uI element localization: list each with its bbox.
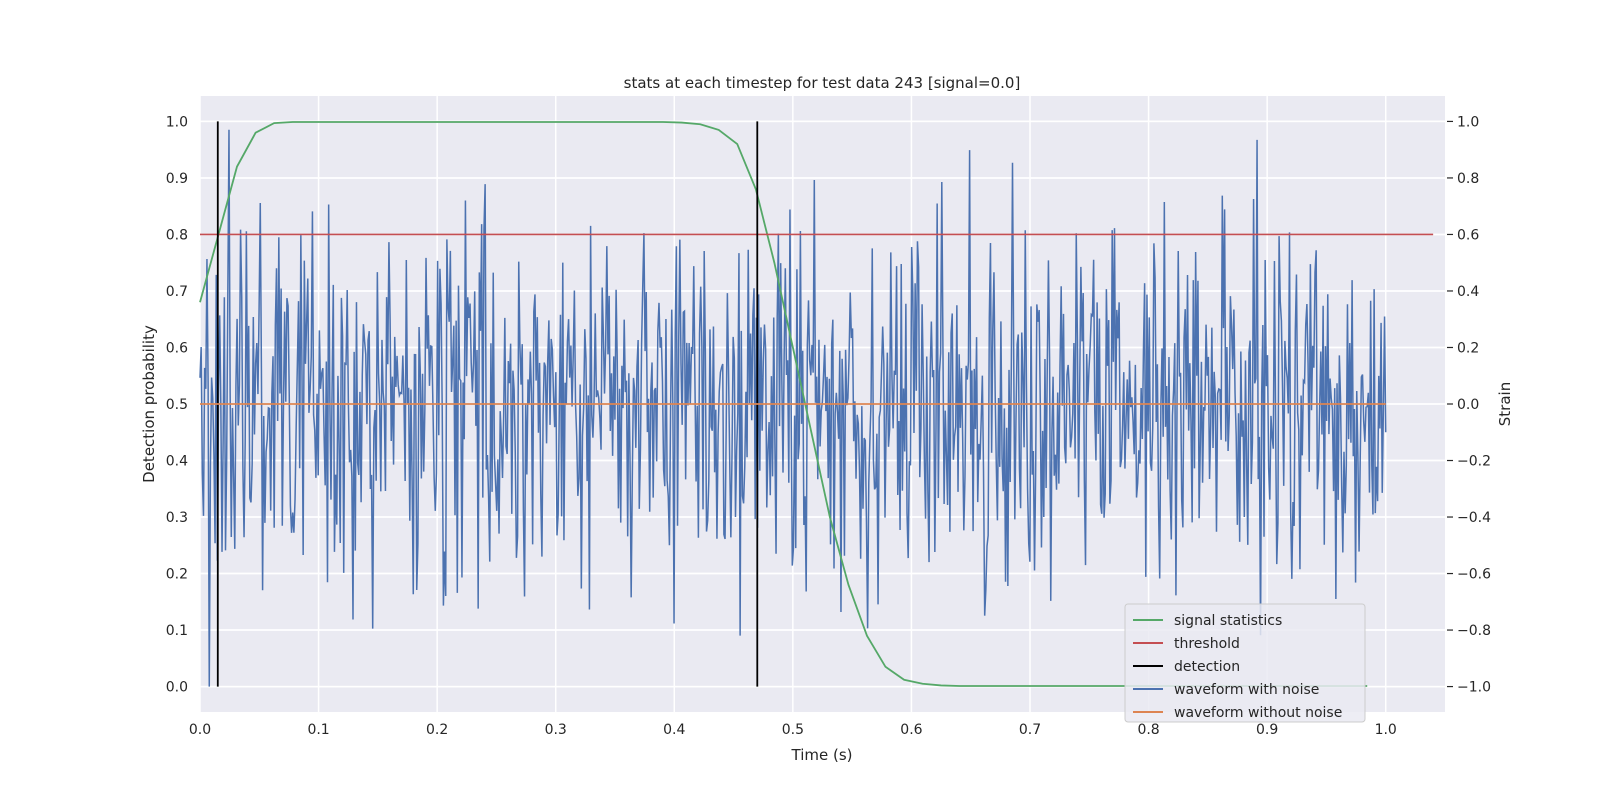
right-tick-label: 1.0 bbox=[1457, 114, 1479, 130]
right-axis-title: Strain bbox=[1496, 382, 1514, 426]
x-tick-label: 0.4 bbox=[663, 722, 685, 738]
x-tick-label: 0.3 bbox=[545, 722, 567, 738]
legend-label: waveform without noise bbox=[1174, 705, 1342, 721]
x-tick-label: 0.6 bbox=[900, 722, 922, 738]
left-tick-label: 0.5 bbox=[166, 397, 188, 413]
left-tick-label: 0.4 bbox=[166, 454, 188, 470]
left-tick-label: 0.6 bbox=[166, 340, 188, 356]
right-tick-label: 0.4 bbox=[1457, 284, 1479, 300]
legend-label: threshold bbox=[1174, 636, 1240, 652]
legend-label: waveform with noise bbox=[1174, 682, 1319, 698]
right-axis-ticks: −1.0 −0.8 −0.6 −0.4 −0.2 0.0 0.2 0.4 0.6 0.8 1.0 bbox=[1447, 114, 1491, 696]
legend-label: detection bbox=[1174, 659, 1240, 675]
series-waveform-with-noise bbox=[199, 129, 1387, 687]
right-tick-label: −0.6 bbox=[1457, 567, 1491, 583]
right-tick-label: 0.8 bbox=[1457, 171, 1479, 187]
left-tick-label: 0.9 bbox=[166, 171, 188, 187]
x-tick-label: 1.0 bbox=[1375, 722, 1397, 738]
right-tick-label: −0.4 bbox=[1457, 510, 1491, 526]
left-tick-label: 0.1 bbox=[166, 623, 188, 639]
legend-items: signal statistics threshold detection wavef… bbox=[1133, 613, 1342, 721]
right-tick-label: −0.8 bbox=[1457, 623, 1491, 639]
left-axis-title: Detection probability bbox=[140, 325, 158, 483]
x-tick-label: 0.8 bbox=[1137, 722, 1159, 738]
x-tick-label: 0.5 bbox=[782, 722, 804, 738]
left-tick-label: 1.0 bbox=[166, 114, 188, 130]
legend-label: signal statistics bbox=[1174, 613, 1282, 629]
left-tick-label: 0.3 bbox=[166, 510, 188, 526]
x-tick-label: 0.0 bbox=[189, 722, 211, 738]
left-tick-label: 0.2 bbox=[166, 567, 188, 583]
right-tick-label: −1.0 bbox=[1457, 680, 1491, 696]
right-tick-label: −0.2 bbox=[1457, 454, 1491, 470]
chart-title: stats at each timestep for test data 243… bbox=[624, 74, 1021, 92]
right-tick-label: 0.2 bbox=[1457, 340, 1479, 356]
x-tick-label: 0.2 bbox=[426, 722, 448, 738]
x-tick-label: 0.9 bbox=[1256, 722, 1278, 738]
x-axis-ticks: 0.0 0.1 0.2 0.3 0.4 0.5 0.6 0.7 0.8 0.9 1.0 bbox=[189, 722, 1397, 738]
right-tick-label: 0.6 bbox=[1457, 227, 1479, 243]
x-axis-title: Time (s) bbox=[791, 746, 853, 764]
left-axis-ticks: 0.0 0.1 0.2 0.3 0.4 0.5 0.6 0.7 0.8 0.9 1.0 bbox=[166, 114, 188, 695]
x-tick-label: 0.7 bbox=[1019, 722, 1041, 738]
x-tick-label: 0.1 bbox=[307, 722, 329, 738]
right-tick-label: 0.0 bbox=[1457, 397, 1479, 413]
left-tick-label: 0.8 bbox=[166, 227, 188, 243]
left-tick-label: 0.7 bbox=[166, 284, 188, 300]
legend: signal statistics threshold detection wavef… bbox=[1124, 603, 1366, 723]
left-tick-label: 0.0 bbox=[166, 680, 188, 696]
legend-box bbox=[1124, 603, 1366, 723]
